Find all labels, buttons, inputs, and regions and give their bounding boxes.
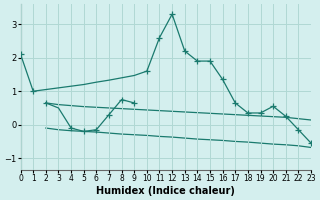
X-axis label: Humidex (Indice chaleur): Humidex (Indice chaleur) <box>96 186 235 196</box>
